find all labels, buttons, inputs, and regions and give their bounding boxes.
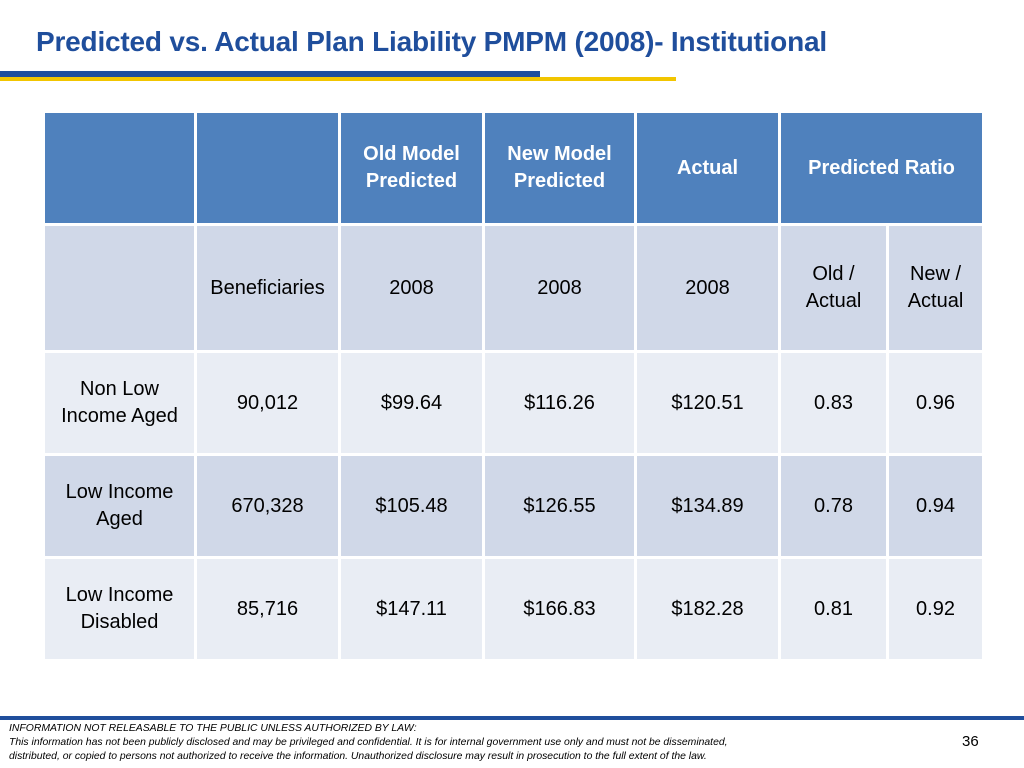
subheader-old-year: 2008 [338, 223, 485, 353]
table-row: Non Low Income Aged 90,012 $99.64 $116.2… [42, 350, 986, 456]
cell-new-ratio: 0.92 [885, 556, 986, 662]
table-header-row: Old Model Predicted New Model Predicted … [42, 110, 986, 226]
cell-new-predicted: $166.83 [482, 556, 637, 662]
row-label: Low Income Aged [42, 453, 197, 559]
row-label: Low Income Disabled [42, 556, 197, 662]
cell-actual: $182.28 [634, 556, 781, 662]
cell-new-predicted: $116.26 [482, 350, 637, 456]
notice-line-1: INFORMATION NOT RELEASABLE TO THE PUBLIC… [9, 723, 417, 734]
cell-beneficiaries: 85,716 [194, 556, 341, 662]
cell-new-ratio: 0.96 [885, 350, 986, 456]
page-number: 36 [962, 733, 979, 750]
table-row: Low Income Aged 670,328 $105.48 $126.55 … [42, 453, 986, 559]
title-underline-blue [0, 71, 540, 77]
subheader-beneficiaries: Beneficiaries [194, 223, 341, 353]
subheader-old-actual: Old / Actual [778, 223, 889, 353]
header-old-model: Old Model Predicted [338, 110, 485, 226]
cell-beneficiaries: 90,012 [194, 350, 341, 456]
cell-beneficiaries: 670,328 [194, 453, 341, 559]
cell-actual: $134.89 [634, 453, 781, 559]
slide-title: Predicted vs. Actual Plan Liability PMPM… [36, 26, 827, 57]
subheader-new-year: 2008 [482, 223, 637, 353]
cell-old-ratio: 0.83 [778, 350, 889, 456]
confidentiality-notice: INFORMATION NOT RELEASABLE TO THE PUBLIC… [9, 722, 929, 764]
subheader-new-actual: New / Actual [885, 223, 986, 353]
subheader-empty [42, 223, 197, 353]
notice-line-3: distributed, or copied to persons not au… [9, 751, 707, 762]
cell-old-predicted: $147.11 [338, 556, 485, 662]
title-underline-yellow [0, 77, 676, 81]
cell-new-predicted: $126.55 [482, 453, 637, 559]
cell-actual: $120.51 [634, 350, 781, 456]
notice-line-2: This information has not been publicly d… [9, 737, 728, 748]
liability-table: Old Model Predicted New Model Predicted … [42, 110, 986, 662]
row-label: Non Low Income Aged [42, 350, 197, 456]
table-row: Low Income Disabled 85,716 $147.11 $166.… [42, 556, 986, 662]
header-empty-2 [194, 110, 341, 226]
cell-old-ratio: 0.81 [778, 556, 889, 662]
header-new-model: New Model Predicted [482, 110, 637, 226]
cell-old-predicted: $105.48 [338, 453, 485, 559]
header-empty-1 [42, 110, 197, 226]
subheader-actual-year: 2008 [634, 223, 781, 353]
table-subheader-row: Beneficiaries 2008 2008 2008 Old / Actua… [42, 223, 986, 353]
footer-divider [0, 716, 1024, 720]
header-actual: Actual [634, 110, 781, 226]
header-predicted-ratio: Predicted Ratio [777, 110, 986, 226]
cell-new-ratio: 0.94 [885, 453, 986, 559]
cell-old-ratio: 0.78 [778, 453, 889, 559]
cell-old-predicted: $99.64 [338, 350, 485, 456]
